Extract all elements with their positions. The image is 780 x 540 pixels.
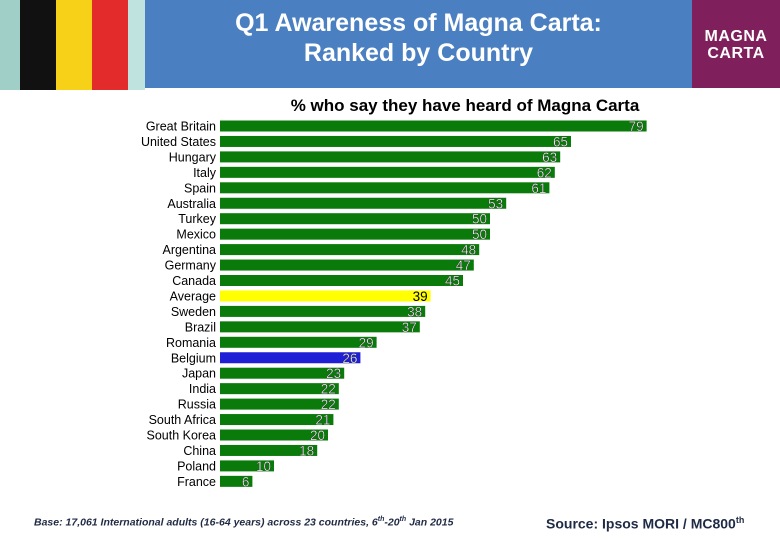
value-label-china: 18 (299, 443, 314, 458)
category-label-japan: Japan (182, 367, 216, 381)
value-label-mexico: 50 (472, 227, 487, 242)
base-prefix: Base: 17,061 International adults (16-64… (34, 516, 378, 529)
logo-line2: CARTA (707, 45, 765, 62)
category-label-turkey: Turkey (178, 212, 216, 226)
bar-brazil (220, 321, 420, 333)
source-text: Source: Ipsos MORI / MC800 (546, 515, 736, 532)
magna-carta-logo: MAGNA CARTA (692, 0, 780, 88)
category-label-hungary: Hungary (169, 150, 217, 164)
value-label-great-britain: 79 (629, 120, 644, 134)
bar-argentina (220, 244, 480, 256)
bar-spain (220, 182, 550, 194)
bar-france (220, 475, 253, 487)
bar-great-britain (220, 120, 647, 132)
category-label-argentina: Argentina (162, 243, 216, 257)
value-label-germany: 47 (456, 258, 471, 273)
base-sup-1: th (377, 516, 385, 523)
page-title-line1: Q1 Awareness of Magna Carta: (235, 9, 602, 37)
flag-stripe-teal (0, 0, 20, 90)
bar-mexico (220, 228, 490, 240)
value-label-india: 22 (321, 382, 336, 397)
value-label-romania: 29 (359, 335, 374, 350)
bar-italy (220, 166, 555, 178)
category-label-canada: Canada (172, 274, 216, 288)
bar-average (220, 290, 431, 302)
base-sup-2: th (399, 516, 407, 523)
base-note: Base: 17,061 International adults (16-64… (34, 516, 453, 529)
value-label-poland: 10 (256, 459, 271, 474)
flag-stripe-black (20, 0, 56, 90)
value-label-australia: 53 (488, 196, 503, 211)
value-label-italy: 62 (537, 165, 552, 180)
bar-canada (220, 275, 463, 286)
value-label-sweden: 38 (407, 304, 422, 319)
flag-stripe-light (128, 0, 145, 90)
bar-turkey (220, 213, 490, 225)
category-label-russia: Russia (178, 398, 216, 412)
category-label-sweden: Sweden (171, 305, 216, 319)
value-label-belgium: 26 (342, 351, 357, 366)
bar-australia (220, 197, 507, 209)
value-label-spain: 61 (531, 181, 546, 196)
value-label-japan: 23 (326, 366, 341, 381)
category-label-mexico: Mexico (176, 228, 216, 242)
page-title-line2: Ranked by Country (303, 39, 534, 67)
category-label-china: China (183, 444, 216, 458)
bar-south-africa (220, 414, 334, 426)
category-label-india: India (189, 382, 216, 396)
bar-romania (220, 336, 377, 348)
category-label-united-states: United States (141, 135, 216, 149)
category-label-australia: Australia (167, 197, 216, 211)
source-note: Source: Ipsos MORI / MC800th (546, 515, 744, 532)
logo-line1: MAGNA (704, 28, 768, 45)
bar-belgium (220, 352, 361, 364)
bar-poland (220, 460, 274, 472)
category-label-south-africa: South Africa (149, 413, 216, 427)
value-label-argentina: 48 (461, 243, 476, 258)
flag-stripe-yellow (56, 0, 92, 90)
category-label-average: Average (170, 289, 216, 303)
bar-china (220, 444, 318, 456)
category-label-italy: Italy (193, 166, 217, 180)
bar-germany (220, 259, 474, 271)
chart-title: % who say they have heard of Magna Carta (290, 96, 640, 115)
bar-india (220, 383, 339, 395)
category-label-germany: Germany (165, 259, 217, 273)
category-label-great-britain: Great Britain (146, 120, 216, 134)
value-label-hungary: 63 (542, 150, 557, 165)
value-label-south-africa: 21 (315, 413, 330, 428)
value-label-russia: 22 (321, 397, 336, 412)
value-label-brazil: 37 (402, 320, 417, 335)
category-label-france: France (177, 475, 216, 489)
value-label-united-states: 65 (553, 134, 568, 149)
logo-text: MAGNA CARTA (692, 28, 780, 62)
base-mid: -20 (384, 516, 400, 529)
page-title: Q1 Awareness of Magna Carta: Ranked by C… (145, 8, 692, 68)
bar-sweden (220, 305, 426, 317)
value-label-canada: 45 (445, 274, 460, 289)
category-label-brazil: Brazil (185, 320, 216, 334)
bar-chart: Great Britain 79 United States 65 Hungary 63 I… (141, 120, 647, 490)
category-label-romania: Romania (166, 336, 216, 350)
title-banner (145, 0, 692, 88)
bar-japan (220, 367, 345, 379)
value-label-turkey: 50 (472, 212, 487, 227)
bar-united-states (220, 135, 571, 147)
value-label-average: 39 (413, 289, 428, 304)
category-label-poland: Poland (177, 459, 216, 473)
base-suffix: Jan 2015 (406, 516, 454, 529)
category-label-spain: Spain (184, 181, 216, 195)
value-label-france: 6 (242, 474, 250, 489)
category-label-belgium: Belgium (171, 351, 216, 365)
category-label-south-korea: South Korea (147, 429, 217, 443)
value-label-south-korea: 20 (310, 428, 325, 443)
bar-south-korea (220, 429, 328, 441)
source-sup: th (735, 515, 745, 525)
bar-hungary (220, 151, 561, 163)
flag-stripe-red (92, 0, 128, 90)
bar-russia (220, 398, 339, 410)
